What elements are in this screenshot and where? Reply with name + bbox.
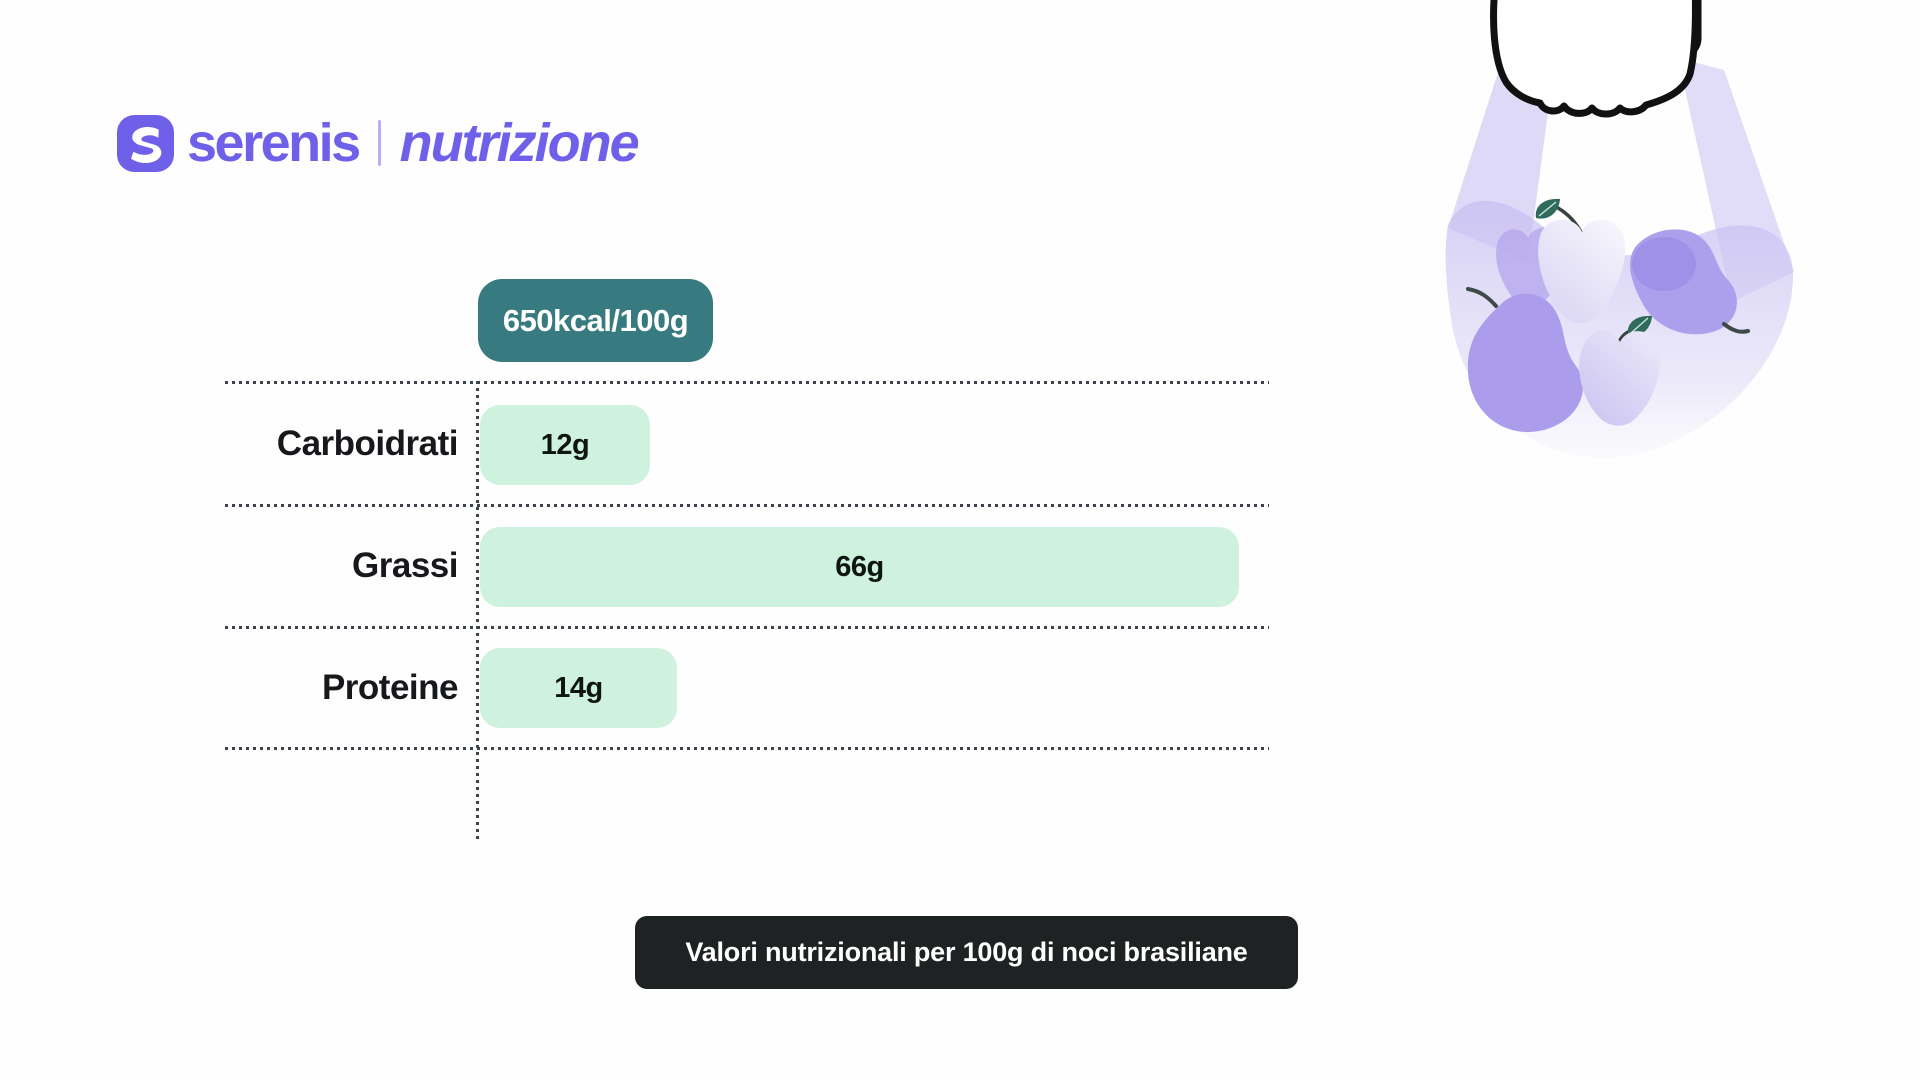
brand-logo: serenis nutrizione (117, 112, 640, 174)
brand-suffix: nutrizione (399, 113, 640, 173)
serenis-s-icon (117, 114, 174, 172)
row-separator-line (225, 381, 1269, 384)
hand-fist (1490, 0, 1699, 118)
energy-badge: 650kcal/100g (478, 279, 713, 362)
baseline-axis-line (476, 381, 479, 841)
leaf-vein (1630, 317, 1649, 334)
bar-carboidrati: 12g (480, 405, 650, 485)
pear-right-stem (1722, 322, 1750, 334)
row-separator-line (225, 504, 1269, 507)
category-label-carboidrati: Carboidrati (276, 424, 459, 463)
category-label-proteine: Proteine (321, 668, 459, 707)
hand-holding-fruit-bag-illustration (1445, 0, 1794, 458)
brand-divider (377, 120, 381, 166)
fruit-white-apple (1538, 219, 1626, 324)
fruit-pear-left (1467, 293, 1583, 433)
leaf-vein (1538, 201, 1557, 217)
fruit-bottom-apple (1579, 330, 1661, 426)
row-separator-line (225, 626, 1269, 629)
bar-proteine: 14g (480, 648, 677, 728)
brand-name: serenis (187, 113, 361, 173)
fruit-pear-right-shade (1632, 237, 1696, 291)
row-separator-line (225, 747, 1269, 750)
chart-caption: Valori nutrizionali per 100g di noci bra… (635, 916, 1298, 989)
pear-left-stem (1466, 287, 1498, 308)
category-label-grassi: Grassi (352, 546, 458, 585)
bar-grassi: 66g (480, 527, 1239, 607)
